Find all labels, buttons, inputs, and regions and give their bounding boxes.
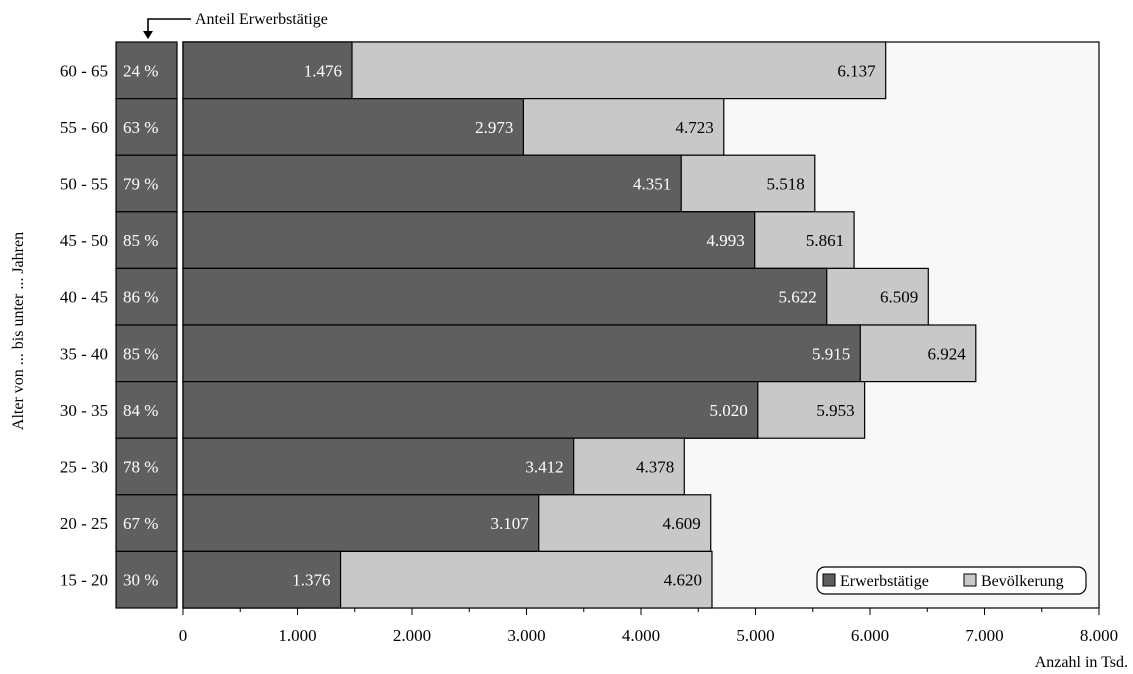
category-label-45-50: 45 - 50 — [60, 231, 108, 250]
category-label-50-55: 50 - 55 — [60, 175, 108, 194]
share-arrow-line — [147, 18, 191, 33]
x-tick-label-6: 6.000 — [851, 626, 889, 645]
legend-label-bevoelkerung: Bevölkerung — [981, 573, 1064, 590]
share-label-45-50: 85 % — [123, 231, 158, 250]
x-tick-label-0: 0 — [179, 626, 188, 645]
value-label-erwerbstaetige-30-35: 5.020 — [710, 401, 748, 420]
share-cell-20-25 — [115, 494, 178, 552]
share-label-30-35: 84 % — [123, 401, 158, 420]
legend-swatch-bevoelkerung — [963, 573, 977, 587]
share-label-35-40: 85 % — [123, 344, 158, 363]
category-label-20-25: 20 - 25 — [60, 514, 108, 533]
category-label-15-20: 15 - 20 — [60, 571, 108, 590]
value-label-bevoelkerung-15-20: 4.620 — [664, 571, 702, 590]
bar-erwerbstaetige-15-20 — [182, 550, 342, 609]
x-tick-label-2: 2.000 — [393, 626, 431, 645]
share-cell-30-35 — [115, 381, 178, 439]
x-tick-label-4: 4.000 — [622, 626, 660, 645]
value-label-erwerbstaetige-50-55: 4.351 — [633, 175, 671, 194]
x-tick-label-7: 7.000 — [965, 626, 1003, 645]
value-label-erwerbstaetige-25-30: 3.412 — [525, 458, 563, 477]
share-title: Anteil Erwerbstätige — [195, 11, 328, 28]
category-label-55-60: 55 - 60 — [60, 118, 108, 137]
x-tick-label-1: 1.000 — [278, 626, 316, 645]
value-label-erwerbstaetige-15-20: 1.376 — [292, 571, 330, 590]
value-label-erwerbstaetige-55-60: 2.973 — [475, 118, 513, 137]
value-label-bevoelkerung-20-25: 4.609 — [662, 514, 700, 533]
legend-label-erwerbstaetige: Erwerbstätige — [840, 573, 929, 590]
value-label-bevoelkerung-25-30: 4.378 — [636, 458, 674, 477]
value-label-bevoelkerung-55-60: 4.723 — [676, 118, 714, 137]
x-tick-label-3: 3.000 — [507, 626, 545, 645]
x-tick-label-8: 8.000 — [1080, 626, 1118, 645]
x-axis: 0 1.000 2.000 3.000 4.000 5.000 6.000 7.000 8.00… — [179, 608, 1118, 645]
bar-erwerbstaetige-45-50 — [182, 211, 756, 270]
value-label-erwerbstaetige-20-25: 3.107 — [491, 514, 530, 533]
share-label-15-20: 30 % — [123, 571, 158, 590]
bar-erwerbstaetige-50-55 — [182, 154, 682, 213]
value-label-bevoelkerung-30-35: 5.953 — [816, 401, 854, 420]
value-label-erwerbstaetige-45-50: 4.993 — [706, 231, 744, 250]
share-cell-55-60 — [115, 97, 178, 156]
category-label-40-45: 40 - 45 — [60, 288, 108, 307]
share-label-60-65: 24 % — [123, 61, 158, 80]
x-tick-label-5: 5.000 — [736, 626, 774, 645]
share-label-25-30: 78 % — [123, 458, 158, 477]
legend-swatch-erwerbstaetige — [822, 573, 836, 587]
value-label-bevoelkerung-50-55: 5.518 — [767, 175, 805, 194]
value-label-erwerbstaetige-35-40: 5.915 — [812, 344, 850, 363]
legend: Erwerbstätige Bevölkerung — [816, 566, 1087, 595]
category-label-35-40: 35 - 40 — [60, 344, 108, 363]
category-label-30-35: 30 - 35 — [60, 401, 108, 420]
value-label-bevoelkerung-40-45: 6.509 — [880, 288, 918, 307]
bars: 1.476 6.137 2.973 4.723 4.351 5.518 4.993 5.861… — [182, 41, 977, 609]
value-label-erwerbstaetige-60-65: 1.476 — [304, 61, 342, 80]
y-axis-title: Alter von ... bis unter ... Jahren — [10, 232, 27, 430]
bar-erwerbstaetige-25-30 — [182, 437, 575, 496]
category-label-60-65: 60 - 65 — [60, 61, 108, 80]
bar-erwerbstaetige-20-25 — [182, 494, 540, 552]
share-cell-15-20 — [115, 550, 178, 609]
bar-erwerbstaetige-35-40 — [182, 324, 861, 383]
y-axis-labels: 60 - 65 55 - 60 50 - 55 45 - 50 40 - 45 35 - … — [60, 61, 108, 589]
share-cell-40-45 — [115, 267, 178, 326]
share-cell-50-55 — [115, 154, 178, 213]
bar-erwerbstaetige-40-45 — [182, 267, 828, 326]
value-label-bevoelkerung-60-65: 6.137 — [837, 61, 876, 80]
x-axis-title: Anzahl in Tsd. — [1035, 654, 1128, 671]
share-label-55-60: 63 % — [123, 118, 158, 137]
share-label-20-25: 67 % — [123, 514, 158, 533]
value-label-bevoelkerung-35-40: 6.924 — [928, 344, 967, 363]
share-label-50-55: 79 % — [123, 175, 158, 194]
share-cell-60-65 — [115, 41, 178, 100]
share-column: 24 % 63 % 79 % 85 % 86 % 85 % 84 % 78 % 67 % 30 % — [115, 41, 178, 609]
legend-box — [816, 566, 1087, 595]
bar-erwerbstaetige-55-60 — [182, 97, 525, 156]
category-label-25-30: 25 - 30 — [60, 458, 108, 477]
value-label-bevoelkerung-45-50: 5.861 — [806, 231, 844, 250]
share-arrow-head — [143, 31, 153, 39]
value-label-erwerbstaetige-40-45: 5.622 — [778, 288, 816, 307]
bar-erwerbstaetige-30-35 — [182, 381, 759, 439]
share-label-40-45: 86 % — [123, 288, 158, 307]
